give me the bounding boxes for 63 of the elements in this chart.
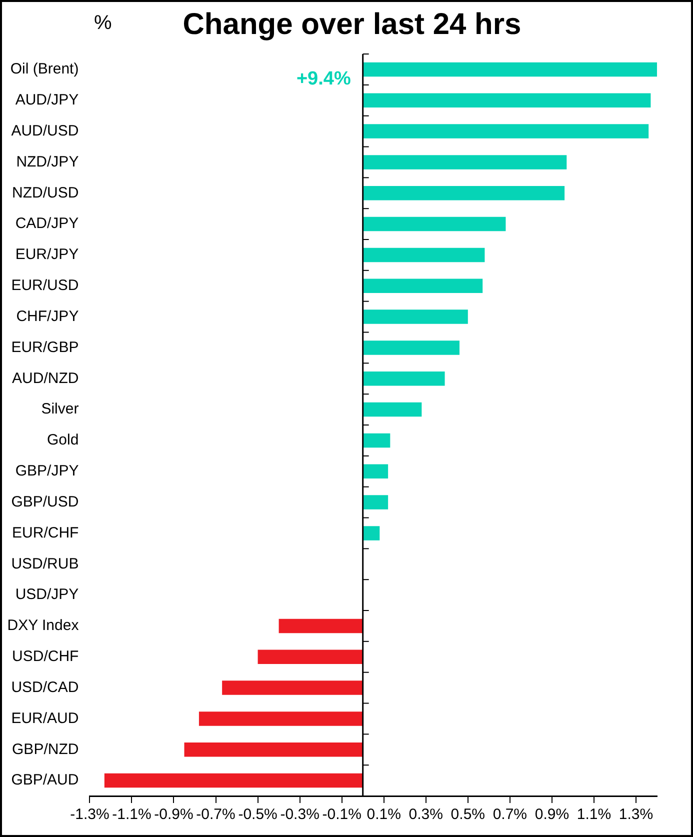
bar [184, 742, 363, 757]
y-tick-label: NZD/USD [12, 184, 79, 202]
y-tick-label: DXY Index [7, 617, 80, 634]
bar [362, 402, 422, 417]
x-tick-label: 1.1% [576, 806, 612, 824]
chart-title: Change over last 24 hrs [182, 8, 522, 42]
y-tick-label: EUR/AUD [11, 710, 79, 727]
bar [362, 248, 485, 262]
x-tick-label: -1.1% [112, 806, 152, 824]
bar [362, 310, 468, 324]
x-tick-label: 0.5% [450, 806, 486, 824]
x-tick-label: -0.5% [238, 806, 278, 824]
y-tick-label: AUD/USD [11, 122, 79, 140]
bar [278, 618, 363, 634]
x-tick-label: -0.1% [322, 806, 362, 824]
y-tick-label: AUD/NZD [12, 370, 79, 387]
bar [362, 93, 651, 108]
bar [362, 372, 445, 386]
bar [362, 186, 565, 200]
bar [222, 680, 363, 695]
y-tick-label: USD/CAD [11, 678, 79, 696]
x-tick-label: -0.9% [154, 806, 194, 824]
y-tick-label: EUR/GBP [11, 338, 79, 356]
x-tick-label: 1.3% [618, 806, 654, 824]
bar [362, 155, 567, 170]
bar [362, 62, 657, 77]
y-tick-label: USD/CHF [12, 648, 79, 666]
x-tick-label: 0.9% [534, 806, 570, 824]
x-tick-label: 0.3% [408, 806, 443, 824]
x-tick-label: -0.3% [280, 806, 320, 824]
bar [198, 712, 363, 726]
y-tick-label: GBP/JPY [15, 462, 79, 480]
bar [362, 216, 506, 232]
bar [362, 340, 460, 355]
bar [362, 278, 483, 293]
y-tick-label: USD/JPY [15, 586, 79, 604]
bar [362, 495, 388, 510]
bar [362, 464, 388, 478]
y-tick-label: USD/RUB [11, 555, 79, 572]
x-tick-label: 0.1% [366, 806, 401, 824]
y-tick-label: AUD/JPY [15, 92, 79, 109]
y-tick-label: Oil (Brent) [10, 60, 79, 78]
bar [258, 650, 363, 664]
bar [362, 124, 649, 138]
y-tick-label: GBP/NZD [12, 740, 79, 758]
y-tick-label: Gold [47, 432, 79, 449]
y-tick-label: CAD/JPY [15, 215, 79, 232]
bar [362, 433, 390, 448]
x-tick-label: 0.7% [492, 806, 528, 824]
y-tick-label: EUR/JPY [15, 246, 79, 264]
bar [104, 773, 363, 788]
y-tick-label: GBP/AUD [11, 772, 79, 789]
y-tick-label: CHF/JPY [16, 308, 79, 325]
y-tick-label: GBP/USD [11, 493, 79, 510]
y-tick-label: NZD/JPY [16, 153, 79, 170]
bar [362, 526, 380, 540]
x-tick-label: -0.7% [196, 806, 236, 824]
annotation: +9.4% [296, 68, 351, 90]
y-axis-title: % [94, 12, 112, 35]
y-tick-label: EUR/USD [11, 277, 79, 294]
x-tick-label: -1.3% [70, 806, 110, 824]
y-tick-label: EUR/CHF [12, 524, 79, 542]
y-tick-label: Silver [41, 400, 79, 418]
